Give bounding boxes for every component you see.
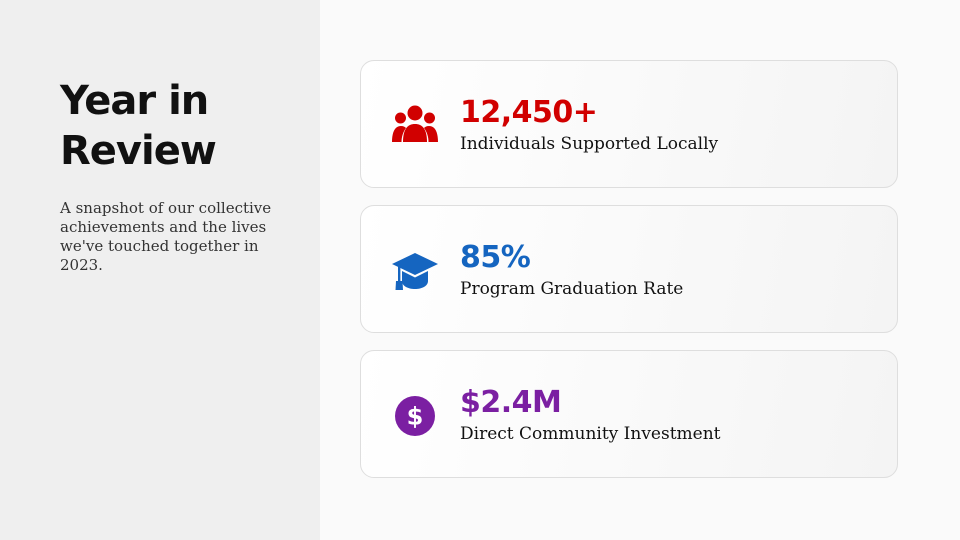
stat-value: 85% (460, 240, 531, 275)
page-subtitle: A snapshot of our collective achievement… (60, 199, 272, 274)
page-title: Year in Review (60, 78, 217, 174)
stat-value: 12,450+ (460, 95, 598, 130)
users-icon (391, 104, 439, 148)
dollar-circle-icon: $ (391, 394, 439, 438)
graduation-cap-icon (391, 249, 439, 293)
stat-label: Individuals Supported Locally (460, 134, 719, 154)
stat-card-graduation: 85% Program Graduation Rate (360, 205, 898, 333)
stat-value: $2.4M (460, 385, 562, 420)
stat-label: Program Graduation Rate (460, 279, 684, 299)
stat-card-individuals: 12,450+ Individuals Supported Locally (360, 60, 898, 188)
stat-label: Direct Community Investment (460, 424, 721, 444)
left-panel: Year in Review A snapshot of our collect… (0, 0, 320, 540)
svg-text:$: $ (407, 403, 424, 431)
stat-card-investment: $ $2.4M Direct Community Investment (360, 350, 898, 478)
